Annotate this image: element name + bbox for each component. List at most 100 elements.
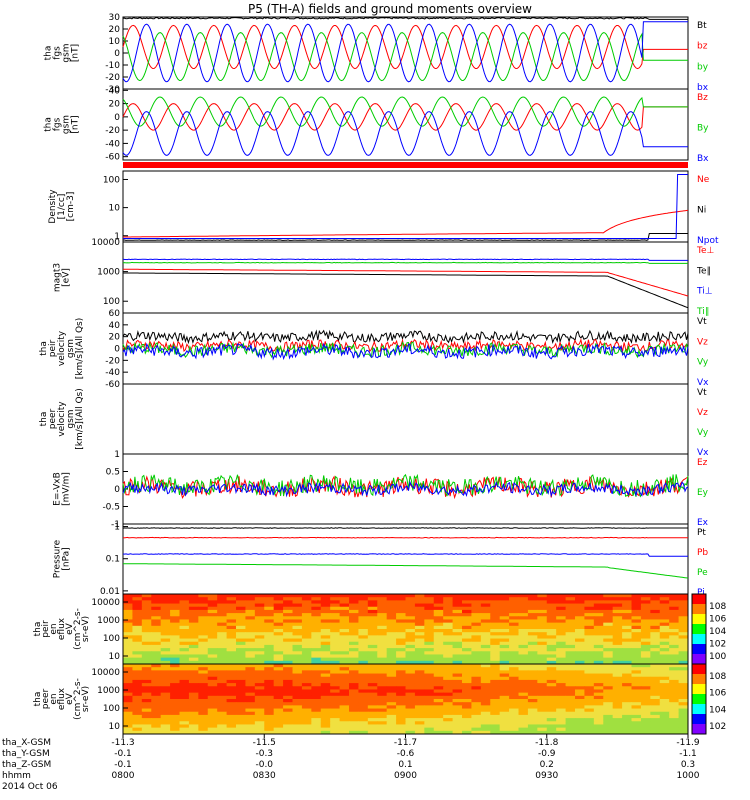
- spectrogram-cell: [301, 689, 312, 694]
- spectrogram-cell: [301, 606, 312, 611]
- spectrogram-cell: [349, 667, 359, 671]
- spectrogram-cell: [499, 625, 510, 630]
- spectrogram-cell: [330, 695, 341, 700]
- spectrogram-cell: [264, 699, 275, 703]
- spectrogram-cell: [603, 625, 614, 630]
- spectrogram-cell: [509, 730, 519, 735]
- spectrogram-cell: [217, 679, 228, 684]
- spectrogram-cell: [264, 724, 275, 729]
- spectrogram-cell: [198, 711, 209, 716]
- spectrogram-cell: [424, 641, 435, 646]
- spectrogram-cell: [349, 708, 359, 713]
- spectrogram-cell: [565, 641, 576, 646]
- spectrogram-cell: [471, 629, 482, 633]
- spectrogram-cell: [339, 654, 350, 659]
- spectrogram-cell: [217, 654, 228, 659]
- spectrogram-cell: [377, 705, 388, 710]
- spectrogram-cell: [349, 660, 359, 665]
- spectrogram-cell: [414, 730, 425, 735]
- spectrogram-cell: [301, 625, 312, 630]
- spectrogram-cell: [622, 644, 632, 649]
- spectrogram-cell: [396, 711, 406, 716]
- spectrogram-cell: [170, 622, 180, 627]
- spectrogram-cell: [320, 724, 331, 729]
- spectrogram-cell: [283, 673, 293, 678]
- spectrogram-cell: [264, 686, 275, 690]
- spectrogram-cell: [132, 664, 143, 668]
- spectrogram-cell: [283, 718, 293, 722]
- colorbar-tick-label: 106: [709, 615, 726, 625]
- spectrogram-cell: [650, 695, 661, 700]
- spectrogram-cell: [471, 606, 482, 611]
- spectrogram-cell: [377, 702, 388, 706]
- spectrogram-cell: [405, 708, 416, 713]
- spectrogram-cell: [433, 616, 444, 620]
- spectrogram-cell: [179, 724, 190, 729]
- spectrogram-cell: [631, 714, 642, 719]
- spectrogram-cell: [386, 708, 397, 713]
- spectrogram-cell: [330, 673, 341, 678]
- x-tick-label: -11.7: [394, 738, 417, 748]
- spectrogram-cell: [546, 711, 557, 716]
- spectrogram-cell: [631, 625, 642, 630]
- spectrogram-cell: [433, 644, 444, 649]
- spectrogram-cell: [349, 654, 359, 659]
- spectrogram-cell: [311, 654, 322, 659]
- spectrogram-cell: [593, 699, 604, 703]
- spectrogram-cell: [339, 603, 350, 608]
- spectrogram-cell: [518, 679, 529, 684]
- spectrogram-cell: [405, 625, 416, 630]
- spectrogram-cell: [339, 679, 350, 684]
- spectrogram-cell: [245, 613, 256, 617]
- spectrogram-cell: [311, 660, 322, 665]
- spectrogram-cell: [358, 654, 369, 659]
- spectrogram-cell: [330, 721, 341, 725]
- spectrogram-cell: [179, 664, 190, 668]
- spectrogram-cell: [160, 625, 171, 630]
- spectrogram-cell: [509, 609, 519, 614]
- spectrogram-cell: [414, 629, 425, 633]
- spectrogram-cell: [179, 711, 190, 716]
- spectrogram-cell: [405, 594, 416, 598]
- spectrogram-cell: [612, 676, 623, 681]
- spectrogram-cell: [490, 679, 501, 684]
- spectrogram-cell: [462, 667, 472, 671]
- spectrogram-cell: [537, 676, 548, 681]
- spectrogram-cell: [471, 718, 482, 722]
- spectrogram-cell: [358, 638, 369, 643]
- spectrogram-cell: [367, 686, 378, 690]
- spectrogram-cell: [565, 594, 576, 598]
- legend-entry: bx: [697, 83, 709, 93]
- spectrogram-cell: [518, 664, 529, 668]
- spectrogram-cell: [499, 695, 510, 700]
- spectrogram-cell: [584, 699, 595, 703]
- spectrogram-cell: [245, 686, 256, 690]
- spectrogram-cell: [678, 594, 689, 598]
- spectrogram-cell: [349, 594, 359, 598]
- spectrogram-cell: [141, 724, 152, 729]
- spectrogram-cell: [603, 673, 614, 678]
- spectrogram-cell: [593, 708, 604, 713]
- spectrogram-cell: [132, 699, 143, 703]
- spectrogram-cell: [188, 714, 199, 719]
- spectrogram-cell: [640, 705, 651, 710]
- spectrogram-cell: [499, 635, 510, 640]
- legend-entry: Pt: [697, 528, 706, 538]
- spectrogram-cell: [659, 708, 670, 713]
- spectrogram-cell: [132, 660, 143, 665]
- spectrogram-cell: [132, 648, 143, 652]
- spectrogram-cell: [217, 686, 228, 690]
- series-line-Te∥: [123, 272, 689, 309]
- spectrogram-cell: [603, 711, 614, 716]
- spectrogram-cell: [151, 699, 162, 703]
- spectrogram-cell: [471, 724, 482, 729]
- spectrogram-cell: [480, 638, 491, 643]
- spectrogram-cell: [320, 619, 331, 624]
- spectrogram-cell: [160, 670, 171, 675]
- spectrogram-cell: [527, 648, 538, 652]
- legend-entry: Ey: [697, 488, 709, 498]
- spectrogram-cell: [188, 657, 199, 662]
- spectrogram-cell: [245, 648, 256, 652]
- spectrogram-cell: [198, 702, 209, 706]
- spectrogram-cell: [273, 699, 284, 703]
